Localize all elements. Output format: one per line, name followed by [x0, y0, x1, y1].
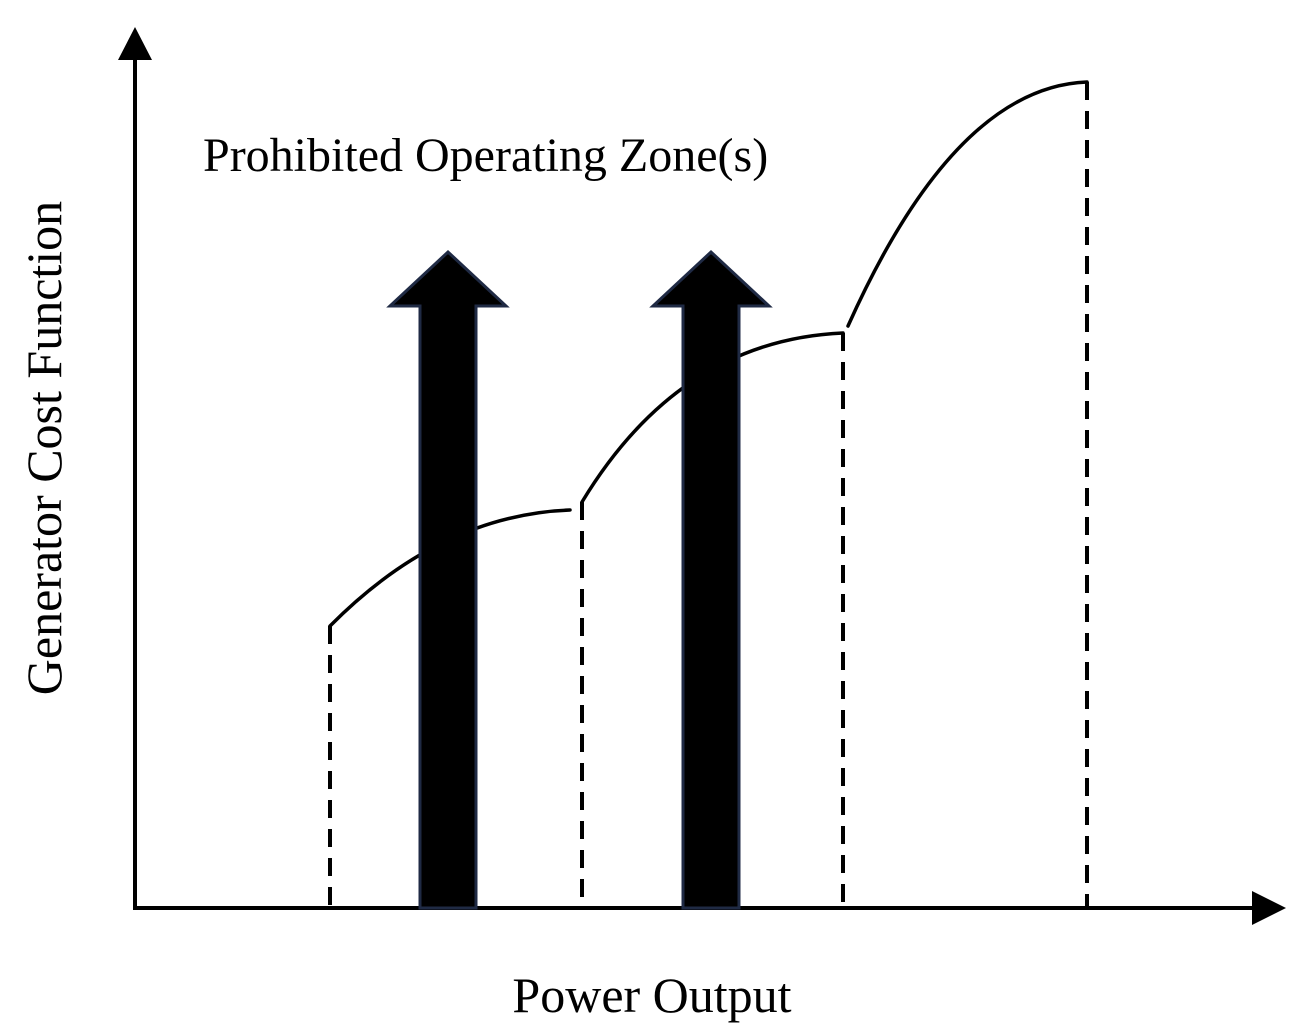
y-axis [118, 27, 152, 908]
prohibited-zone-arrow-2 [649, 249, 773, 910]
y-axis-label: Generator Cost Function [16, 200, 72, 696]
cost-curve-segment-3 [846, 80, 1089, 328]
x-axis-label: Power Output [0, 970, 1304, 1020]
y-axis-arrowhead [118, 27, 152, 60]
x-axis-label-text: Power Output [512, 967, 792, 1023]
x-axis-arrowhead [1252, 891, 1286, 925]
prohibited-zone-arrow-1 [386, 249, 510, 910]
prohibited-zones-label: Prohibited Operating Zone(s) [203, 129, 769, 182]
